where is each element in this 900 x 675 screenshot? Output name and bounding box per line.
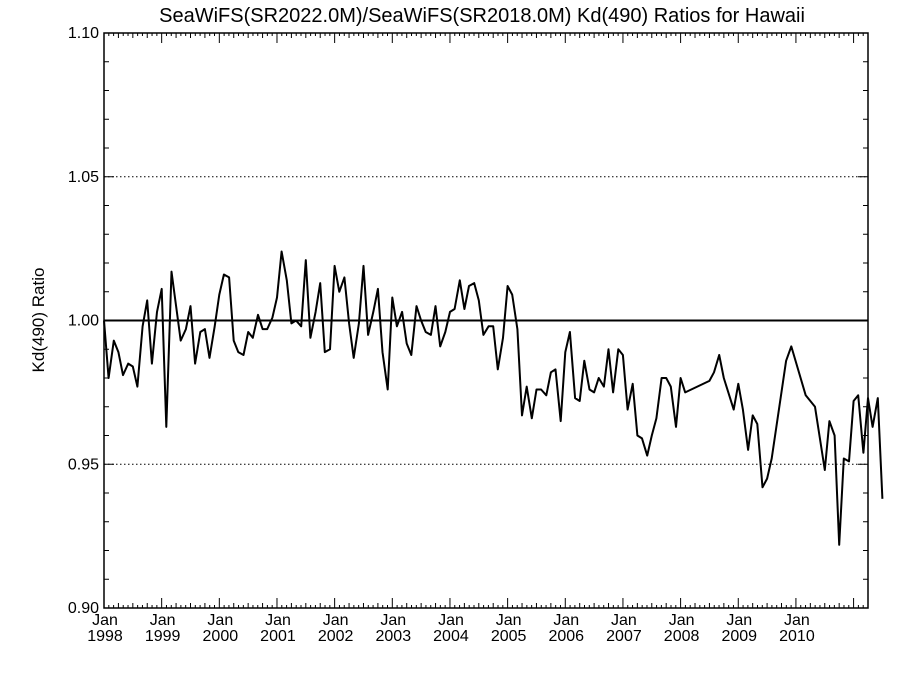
- y-tick-label: 1.10: [68, 25, 99, 42]
- x-tick-label-month: Jan: [438, 612, 464, 629]
- x-tick-label-month: Jan: [611, 612, 637, 629]
- x-tick-label-year: 1999: [145, 628, 181, 645]
- x-tick-label-year: 2008: [664, 628, 700, 645]
- x-tick-label-year: 1998: [87, 628, 123, 645]
- x-tick-label-year: 2002: [318, 628, 354, 645]
- x-tick-label-month: Jan: [784, 612, 810, 629]
- x-tick-label-month: Jan: [553, 612, 579, 629]
- x-tick-label-month: Jan: [207, 612, 233, 629]
- reference-lines: [104, 176, 868, 465]
- y-axis: 0.90 0.95 1.00 1.05 1.10: [68, 25, 868, 617]
- x-tick-label-month: Jan: [496, 612, 522, 629]
- x-tick-label-year: 2003: [376, 628, 412, 645]
- x-tick-label-year: 2007: [606, 628, 642, 645]
- x-tick-label-month: Jan: [380, 612, 406, 629]
- series-layer: [103, 250, 884, 546]
- x-tick-label-month: Jan: [92, 612, 118, 629]
- x-tick-label-year: 2006: [548, 628, 584, 645]
- x-tick-label-month: Jan: [726, 612, 752, 629]
- x-tick-label-year: 2000: [203, 628, 239, 645]
- series-line-1: [103, 250, 884, 546]
- x-tick-label-month: Jan: [265, 612, 291, 629]
- y-tick-label: 1.00: [68, 313, 99, 330]
- y-tick-label: 0.95: [68, 456, 99, 473]
- y-axis-label: Kd(490) Ratio: [29, 268, 48, 373]
- x-axis: Jan1998Jan1999Jan2000Jan2001Jan2002Jan20…: [87, 33, 869, 645]
- x-tick-label-month: Jan: [323, 612, 349, 629]
- x-tick-label-year: 2005: [491, 628, 527, 645]
- x-tick-label-year: 2001: [260, 628, 296, 645]
- x-tick-label-month: Jan: [150, 612, 176, 629]
- x-tick-label-year: 2004: [433, 628, 469, 645]
- chart-title: SeaWiFS(SR2022.0M)/SeaWiFS(SR2018.0M) Kd…: [159, 5, 805, 27]
- x-tick-label-year: 2010: [779, 628, 815, 645]
- x-tick-label-month: Jan: [669, 612, 695, 629]
- y-tick-label: 1.05: [68, 169, 99, 186]
- x-tick-label-year: 2009: [721, 628, 757, 645]
- y-tick-label: 0.90: [68, 600, 99, 617]
